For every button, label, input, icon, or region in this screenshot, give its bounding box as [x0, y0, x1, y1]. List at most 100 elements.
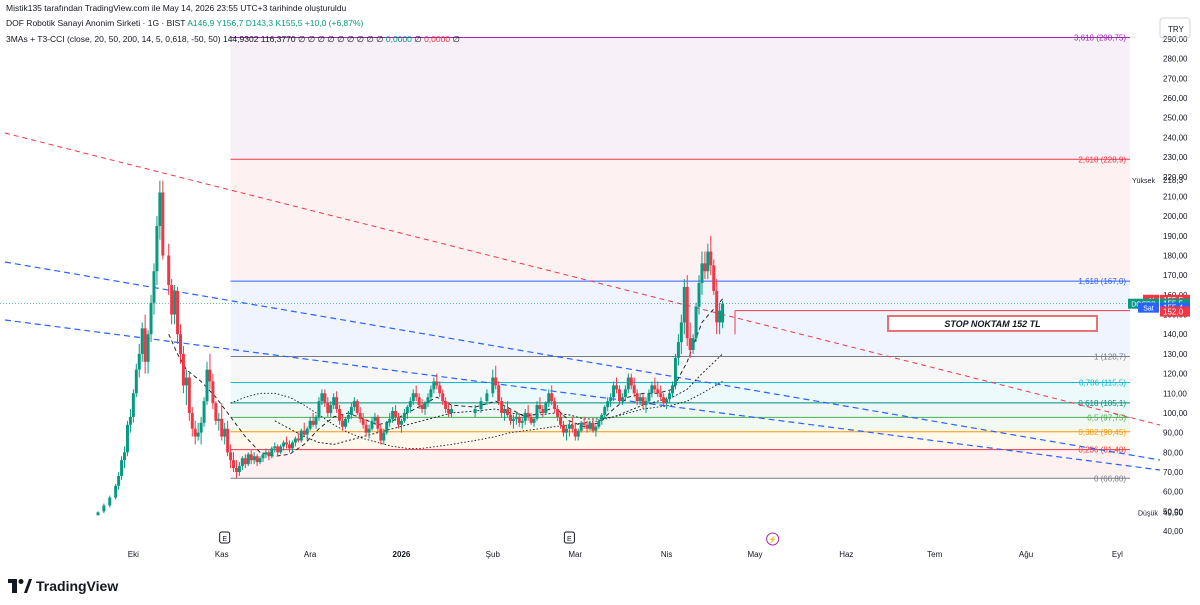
- candle-body: [559, 416, 563, 425]
- high-label: Yüksek: [1132, 178, 1155, 185]
- dividend-marker[interactable]: ⚡: [766, 532, 780, 546]
- tradingview-logo[interactable]: TradingView: [8, 578, 118, 594]
- fib-zone-5: [230, 402, 1130, 418]
- candle-body: [370, 420, 374, 429]
- candle-body: [629, 377, 633, 386]
- candle-body: [264, 452, 268, 455]
- price-badge-box: [1160, 306, 1190, 317]
- candle-body: [511, 418, 515, 421]
- candle-body: [668, 393, 672, 400]
- candle-body: [311, 420, 315, 425]
- candle-body: [497, 385, 501, 402]
- stop-annotation[interactable]: STOP NOKTAM 152 TL: [887, 315, 1098, 332]
- earnings-marker[interactable]: E: [563, 531, 575, 544]
- candle-body: [573, 428, 577, 437]
- candle-body: [178, 334, 182, 354]
- y-tick-label: 250,00: [1163, 114, 1188, 123]
- candle-body: [553, 401, 557, 410]
- high-value: 218,3: [1163, 176, 1184, 185]
- candle-body: [694, 306, 698, 339]
- candle-body: [211, 381, 215, 404]
- indicator-header: 3MAs + T3-CCI (close, 20, 50, 200, 14, 5…: [6, 34, 460, 45]
- candle-body: [181, 353, 185, 386]
- candle-body: [117, 475, 121, 486]
- y-tick-label: 120,00: [1163, 370, 1188, 379]
- candle-body: [641, 397, 645, 406]
- candle-body: [234, 468, 238, 472]
- candle-body: [232, 460, 236, 469]
- tradingview-logo-icon: [8, 579, 32, 593]
- fib-label: 1 (128,7): [1094, 352, 1126, 361]
- downtrend-line-blue-lower[interactable]: [4, 319, 1161, 471]
- candle-body: [332, 397, 336, 406]
- x-tick-label: 2026: [393, 550, 411, 559]
- candle-body: [382, 432, 386, 441]
- candle-body: [388, 418, 392, 423]
- y-tick-label: 190,00: [1163, 232, 1188, 241]
- candle-body: [500, 401, 504, 413]
- y-tick-label: 130,00: [1163, 350, 1188, 359]
- candle-body: [237, 466, 241, 472]
- candle-body: [544, 403, 548, 413]
- price-badge-value: 152,0: [1163, 308, 1184, 317]
- y-tick-label: 70,00: [1163, 468, 1184, 477]
- candle-body: [532, 418, 536, 423]
- candle-body: [255, 456, 259, 463]
- candle-body: [402, 412, 406, 421]
- earnings-marker-box: [219, 531, 231, 544]
- earnings-marker[interactable]: E: [219, 531, 231, 544]
- candle-body: [391, 410, 395, 419]
- candle-body: [570, 424, 574, 429]
- candle-body: [338, 409, 342, 421]
- candle-body: [229, 452, 233, 461]
- candle-body: [709, 251, 713, 266]
- candle-body: [240, 458, 244, 467]
- candle-body: [420, 405, 424, 410]
- candle-body: [706, 251, 710, 272]
- candle-body: [494, 377, 498, 386]
- y-tick-label: 290,00: [1163, 35, 1188, 44]
- candle-body: [320, 393, 324, 402]
- candle-body: [193, 428, 197, 437]
- downtrend-line-blue-upper[interactable]: [4, 261, 1161, 461]
- candle-body: [305, 428, 309, 435]
- candle-body: [199, 422, 203, 433]
- candle-body: [582, 422, 586, 425]
- candle-body: [479, 401, 483, 410]
- candle-body: [288, 444, 292, 449]
- candle-body: [411, 393, 415, 402]
- downtrend-line-red[interactable]: [4, 132, 1161, 426]
- candle-body: [394, 410, 398, 417]
- candle-body: [285, 442, 289, 445]
- fib-zone-7: [230, 431, 1130, 450]
- candle-body: [426, 397, 430, 404]
- tradingview-brand: TradingView: [36, 578, 119, 594]
- currency-box[interactable]: [1159, 17, 1191, 39]
- lightning-icon: ⚡: [768, 535, 777, 544]
- candle-body: [196, 432, 200, 437]
- candle-body: [379, 428, 383, 441]
- candle-body: [326, 403, 330, 413]
- candle-body: [609, 397, 613, 402]
- fib-label: 3,618 (290,75): [1074, 34, 1126, 43]
- indicator-zeros: ∅ ∅ ∅ ∅ ∅ ∅ ∅ ∅ ∅: [298, 34, 384, 44]
- candle-body: [329, 405, 333, 413]
- price-badge-tag: [1138, 302, 1159, 313]
- y-tick-label: 220,00: [1163, 173, 1188, 182]
- candle-body: [688, 338, 692, 350]
- fib-label: 2,618 (228,9): [1078, 155, 1126, 164]
- candle-body: [567, 424, 571, 429]
- candle-body: [712, 265, 716, 291]
- candle-body: [579, 422, 583, 431]
- candle-body: [343, 418, 347, 427]
- y-tick-label: 110,00: [1163, 389, 1187, 398]
- candle-body: [220, 418, 224, 437]
- price-chart[interactable]: 40,00 50,00 60,00 70,00 80,00 90,00 100,00 110,…: [0, 0, 1200, 570]
- candle-body: [308, 420, 312, 429]
- candle-body: [314, 416, 318, 425]
- candle-body: [676, 342, 680, 358]
- candle-body: [205, 369, 209, 402]
- indicator-name: 3MAs + T3-CCI (close, 20, 50, 200, 14, 5…: [6, 34, 221, 44]
- candle-body: [450, 409, 454, 413]
- candle-body: [290, 442, 294, 449]
